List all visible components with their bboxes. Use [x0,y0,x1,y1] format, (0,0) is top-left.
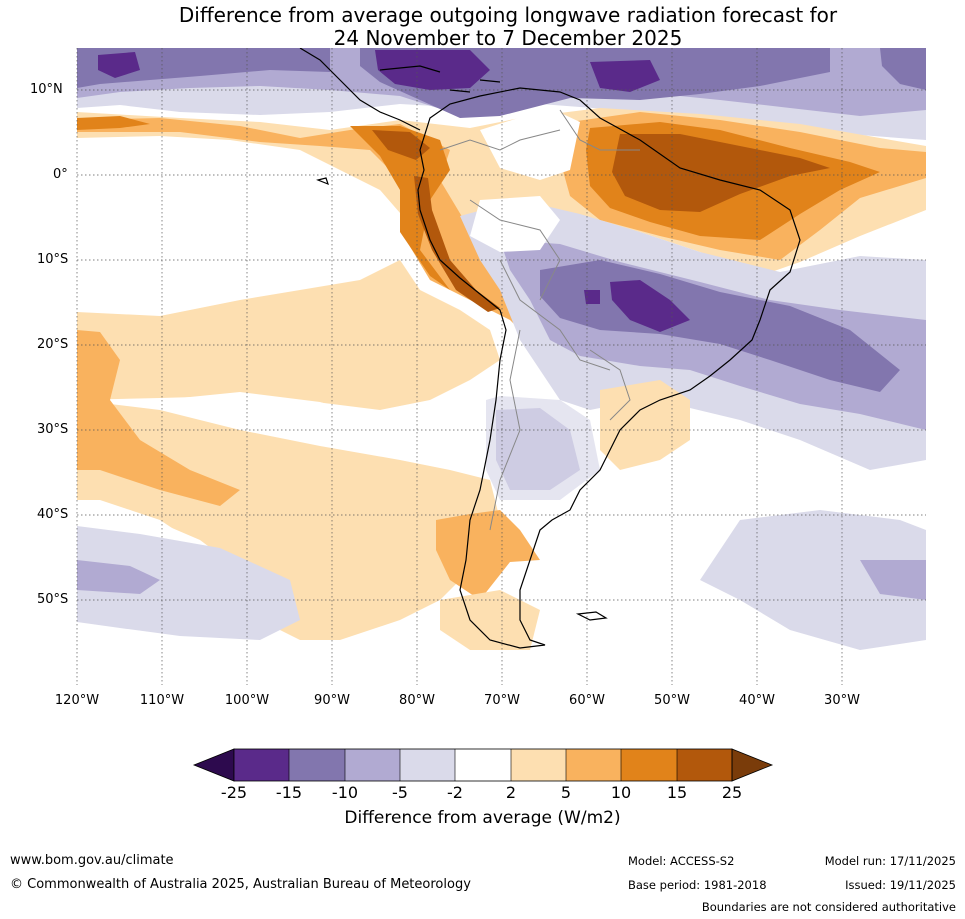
lon-label-80w: 80°W [399,693,435,708]
graticule [76,48,926,685]
issued-date: Issued: 19/11/2025 [845,878,956,892]
southern-purple-patch [77,560,160,594]
colorbar-bin-6 [511,749,566,781]
south-pacific-cream [77,260,500,410]
central-deep-purple-2 [584,290,600,304]
boundary-disclaimer: Boundaries are not considered authoritat… [701,900,956,914]
copyright-notice: © Commonwealth of Australia 2025, Austra… [10,877,471,892]
colorbar-bin-4 [400,749,455,781]
atlantic-deep-purple [590,60,660,92]
colorbar-over-arrow [731,748,774,782]
amazon-brown-core [612,134,830,212]
colorbar-tick: 25 [721,783,743,802]
lat-label-40s: 40°S [37,507,69,522]
anomaly-field [77,48,926,685]
lat-label-20s: 20°S [37,337,69,352]
colorbar-bin-5 [455,749,511,781]
colombia-dark-orange [350,126,450,290]
colorbar-tick: -15 [275,783,303,802]
lon-label-70w: 70°W [484,693,520,708]
colorbar-tick: -5 [392,783,408,802]
colorbar-tick: 5 [560,783,572,802]
title-line-2: 24 November to 7 December 2025 [333,26,683,50]
lat-label-50s: 50°S [37,592,69,607]
colorbar-tick: -25 [220,783,248,802]
colorbar [192,748,774,782]
pacific-stripe [77,116,150,130]
lon-label-120w: 120°W [54,693,100,708]
model-run-date: Model run: 17/11/2025 [824,854,956,868]
falklands [575,611,608,621]
southern-lavender-patch [77,526,300,640]
lon-label-110w: 110°W [139,693,185,708]
south-atlantic-cream [600,380,690,470]
colorbar-dividers [288,749,678,781]
pacific-deep-purple [98,52,140,78]
caribbean-islands [379,65,501,93]
central-america-coastline [299,48,421,131]
south-atlantic-purple [860,560,926,600]
colombia-brown-core [372,130,430,160]
colorbar-tick: 2 [505,783,517,802]
lon-label-50w: 50°W [654,693,690,708]
north-dark-purple [77,48,330,88]
south-america-coastline [417,87,801,649]
colorbar-tick: 15 [666,783,688,802]
south-pacific-cream-2 [77,400,500,640]
colorbar-bin-3 [345,749,400,781]
east-atlantic-purple [880,48,926,90]
lat-label-0: 0° [53,167,68,182]
south-atlantic-lavender [700,510,926,650]
lat-label-30s: 30°S [37,422,69,437]
base-period: Base period: 1981-2018 [628,878,767,892]
colorbar-tick: 10 [610,783,632,802]
colorbar-bin-2 [289,749,345,781]
lat-label-10n: 10°N [30,82,63,97]
borders [439,109,640,531]
colorbar-bin-1 [234,749,289,781]
argentina-lavender [486,396,600,500]
colorbar-frame [233,748,733,782]
central-deep-purple [610,280,690,332]
colorbar-bin-9 [677,749,732,781]
south-pacific-orange [77,330,240,506]
website-link[interactable]: www.bom.gov.au/climate [10,853,174,868]
colorbar-bin-7 [566,749,621,781]
peru-brown-core [414,176,500,312]
lon-label-100w: 100°W [224,693,270,708]
model-name: Model: ACCESS-S2 [628,854,735,868]
white-pocket-south-pacific [160,392,420,452]
title-line-1: Difference from average outgoing longwav… [178,3,838,27]
lat-label-10s: 10°S [37,252,69,267]
venezuela-white-hole [480,108,580,180]
colorbar-label: Difference from average (W/m2) [344,808,621,828]
colorbar-bin-8 [621,749,677,781]
lon-label-40w: 40°W [739,693,775,708]
colorbar-under-arrow [192,748,235,782]
colorbar-tick: -2 [447,783,463,802]
map-title: Difference from average outgoing longwav… [0,4,965,50]
lon-label-60w: 60°W [569,693,605,708]
colorbar-tick: -10 [331,783,359,802]
lon-label-30w: 30°W [824,693,860,708]
galapagos [316,177,329,186]
lon-label-90w: 90°W [314,693,350,708]
coastlines [299,48,801,649]
